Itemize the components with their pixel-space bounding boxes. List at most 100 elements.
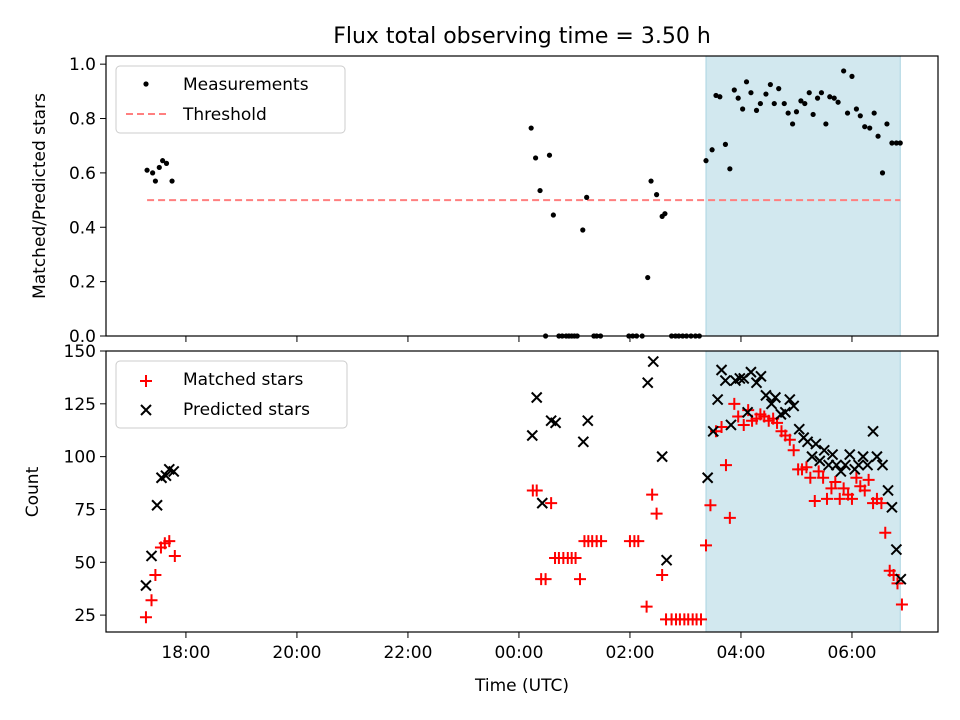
matched-stars-point <box>808 495 821 508</box>
predicted-stars-point <box>882 484 894 497</box>
legend-measurements-marker <box>143 81 149 87</box>
predicted-stars-point <box>642 376 654 389</box>
measurement-point <box>798 98 804 104</box>
matched-stars-point <box>845 492 858 505</box>
predicted-stars-point <box>876 459 889 471</box>
predicted-stars-point <box>168 465 180 478</box>
measurement-point <box>835 99 841 105</box>
predicted-stars-point <box>549 417 562 429</box>
x-tick-label: 00:00 <box>494 643 543 663</box>
measurement-point <box>763 91 769 97</box>
predicted-stars-point <box>719 374 732 387</box>
predicted-stars-point <box>839 459 852 471</box>
matched-stars-point <box>632 535 645 548</box>
matched-stars-point <box>825 482 838 495</box>
matched-stars-point <box>539 573 552 586</box>
predicted-stars-point <box>814 455 826 467</box>
matched-stars-point <box>783 433 796 446</box>
measurement-point <box>731 87 737 93</box>
legend-predicted-label: Predicted stars <box>183 400 310 420</box>
measurement-point <box>793 109 800 115</box>
y-tick-label: 1.0 <box>69 55 96 75</box>
bottom-legend-box <box>115 360 348 429</box>
measurement-point <box>884 121 890 127</box>
top-observing-window <box>705 55 901 337</box>
y-tick-label: 0.4 <box>69 218 96 238</box>
predicted-stars-point <box>750 376 763 389</box>
y-tick-label: 0.2 <box>69 273 96 293</box>
measurement-point <box>740 106 746 112</box>
x-axis-label: Time (UTC) <box>474 676 569 696</box>
matched-stars-point <box>640 600 653 613</box>
predicted-stars-point <box>765 398 778 410</box>
measurement-point <box>871 110 877 116</box>
matched-stars-point <box>139 611 152 624</box>
measurement-point <box>781 100 787 107</box>
predicted-stars-point <box>835 465 847 478</box>
predicted-stars-point <box>582 415 594 427</box>
matched-stars-point <box>895 598 908 611</box>
matched-stars-point <box>829 475 842 488</box>
predicted-stars-point <box>656 450 668 463</box>
matched-stars-point <box>530 484 543 497</box>
measurement-point <box>727 166 733 172</box>
measurement-point <box>662 211 668 217</box>
matched-stars-point <box>704 499 717 512</box>
y-tick-label: 0.8 <box>69 110 96 130</box>
y-tick-label: 75 <box>74 500 96 520</box>
x-tick-label: 20:00 <box>272 643 321 663</box>
predicted-stars-point <box>725 419 737 431</box>
top-y-axis-label: Matched/Predicted stars <box>30 93 50 299</box>
measurement-point <box>814 95 821 101</box>
x-tick-label: 22:00 <box>383 643 432 663</box>
predicted-stars-point <box>741 406 754 418</box>
matched-stars-point <box>737 418 750 431</box>
measurement-point <box>827 94 833 100</box>
y-tick-label: 100 <box>64 448 96 468</box>
bot-observing-window <box>705 350 901 633</box>
matched-stars-point <box>804 471 817 484</box>
y-tick-label: 0.6 <box>69 164 96 184</box>
measurement-point <box>550 212 556 218</box>
measurement-point <box>789 121 796 127</box>
predicted-stars-point <box>818 444 830 457</box>
measurement-point <box>144 167 150 173</box>
predicted-stars-point <box>734 372 746 385</box>
predicted-stars-point <box>890 543 903 556</box>
measurement-point <box>528 125 534 131</box>
measurement-point <box>897 140 903 146</box>
predicted-stars-point <box>647 355 659 368</box>
matched-stars-point <box>699 539 712 552</box>
predicted-stars-point <box>769 391 782 404</box>
x-tick-label: 06:00 <box>827 643 876 663</box>
matched-stars-point <box>719 459 732 472</box>
measurement-point <box>867 125 873 131</box>
matched-stars-point <box>817 471 830 484</box>
predicted-stars-point <box>755 370 767 383</box>
predicted-stars-point <box>867 425 879 437</box>
matched-stars-point <box>569 552 582 565</box>
measurement-point <box>785 110 791 116</box>
measurement-point <box>841 68 847 74</box>
predicted-stars-point <box>871 450 883 463</box>
predicted-stars-point <box>577 436 590 448</box>
predicted-stars-point <box>886 501 898 514</box>
predicted-stars-point <box>801 436 814 448</box>
measurement-point <box>893 140 899 146</box>
measurement-point <box>653 192 660 198</box>
measurement-point <box>831 95 837 101</box>
bottom-points-layer <box>139 355 908 626</box>
measurement-point <box>169 178 175 184</box>
top-x-ticks <box>185 336 853 342</box>
measurement-point <box>645 274 651 281</box>
measurement-point <box>853 106 860 112</box>
matched-stars-point <box>862 473 875 486</box>
matched-stars-point <box>656 568 669 581</box>
measurement-point <box>757 100 763 107</box>
predicted-stars-point <box>857 450 869 463</box>
y-tick-label: 150 <box>64 342 96 362</box>
bottom-x-ticks: 18:00 20:00 22:00 00:00 02:00 04:00 06:00 <box>161 632 876 663</box>
predicted-stars-point <box>140 579 152 592</box>
matched-stars-point <box>694 613 707 626</box>
measurement-point <box>735 95 741 101</box>
